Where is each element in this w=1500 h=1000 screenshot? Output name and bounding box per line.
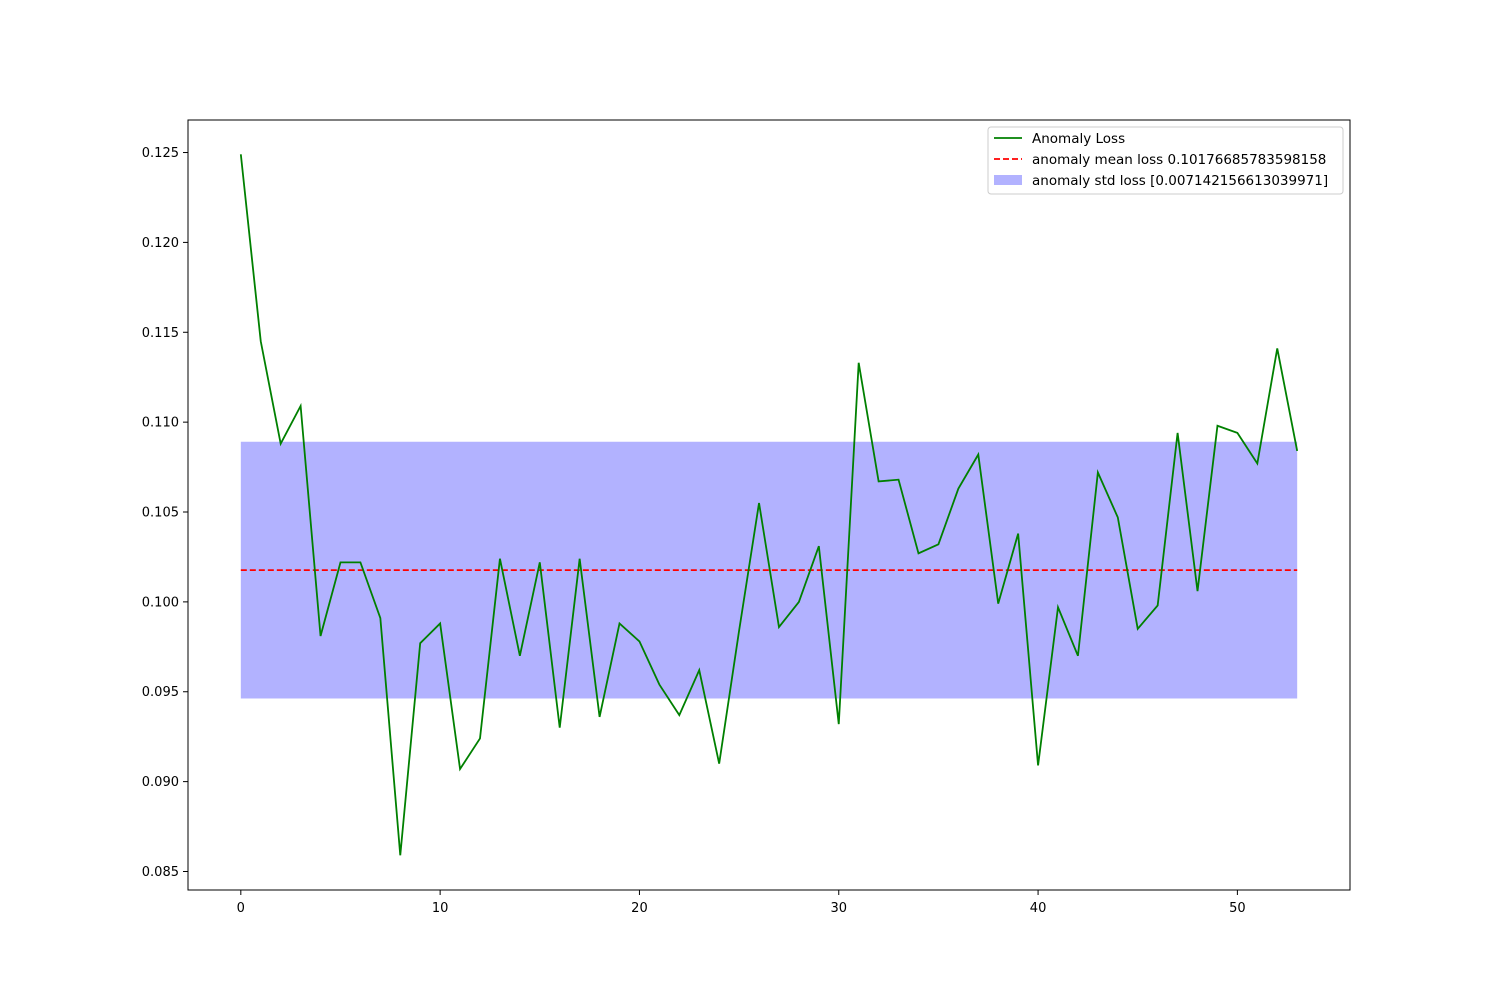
legend-label-loss: Anomaly Loss <box>1032 131 1125 147</box>
legend: Anomaly Loss anomaly mean loss 0.1017668… <box>987 126 1344 195</box>
legend-swatch-std <box>994 175 1022 185</box>
axes-frame <box>187 119 1351 891</box>
loss-line-layer <box>239 154 1299 856</box>
x-tick-label: 10 <box>432 901 449 916</box>
x-tick-label: 0 <box>237 901 245 916</box>
x-axis: 0 10 20 30 40 50 <box>237 890 1246 916</box>
plot-area <box>239 154 1299 856</box>
y-tick-label: 0.110 <box>142 416 179 431</box>
legend-frame <box>987 126 1344 195</box>
y-tick-label: 0.105 <box>142 506 179 521</box>
y-tick-label: 0.120 <box>142 236 179 251</box>
x-tick-label: 40 <box>1030 901 1047 916</box>
y-tick-label: 0.085 <box>142 865 179 880</box>
y-tick-label: 0.095 <box>142 685 179 700</box>
legend-label-mean: anomaly mean loss 0.10176685783598158 <box>1032 152 1326 168</box>
y-tick-label: 0.115 <box>142 326 179 341</box>
y-tick-label: 0.100 <box>142 595 179 610</box>
y-tick-label: 0.090 <box>142 775 179 790</box>
y-tick-label: 0.125 <box>142 146 179 161</box>
x-tick-label: 20 <box>631 901 648 916</box>
y-axis: 0.085 0.090 0.095 0.100 0.105 0.110 0.115 0.120… <box>142 146 188 880</box>
legend-label-std: anomaly std loss [0.007142156613039971] <box>1032 173 1328 189</box>
anomaly-loss-line <box>239 154 1299 856</box>
x-tick-label: 50 <box>1229 901 1246 916</box>
x-tick-label: 30 <box>830 901 847 916</box>
